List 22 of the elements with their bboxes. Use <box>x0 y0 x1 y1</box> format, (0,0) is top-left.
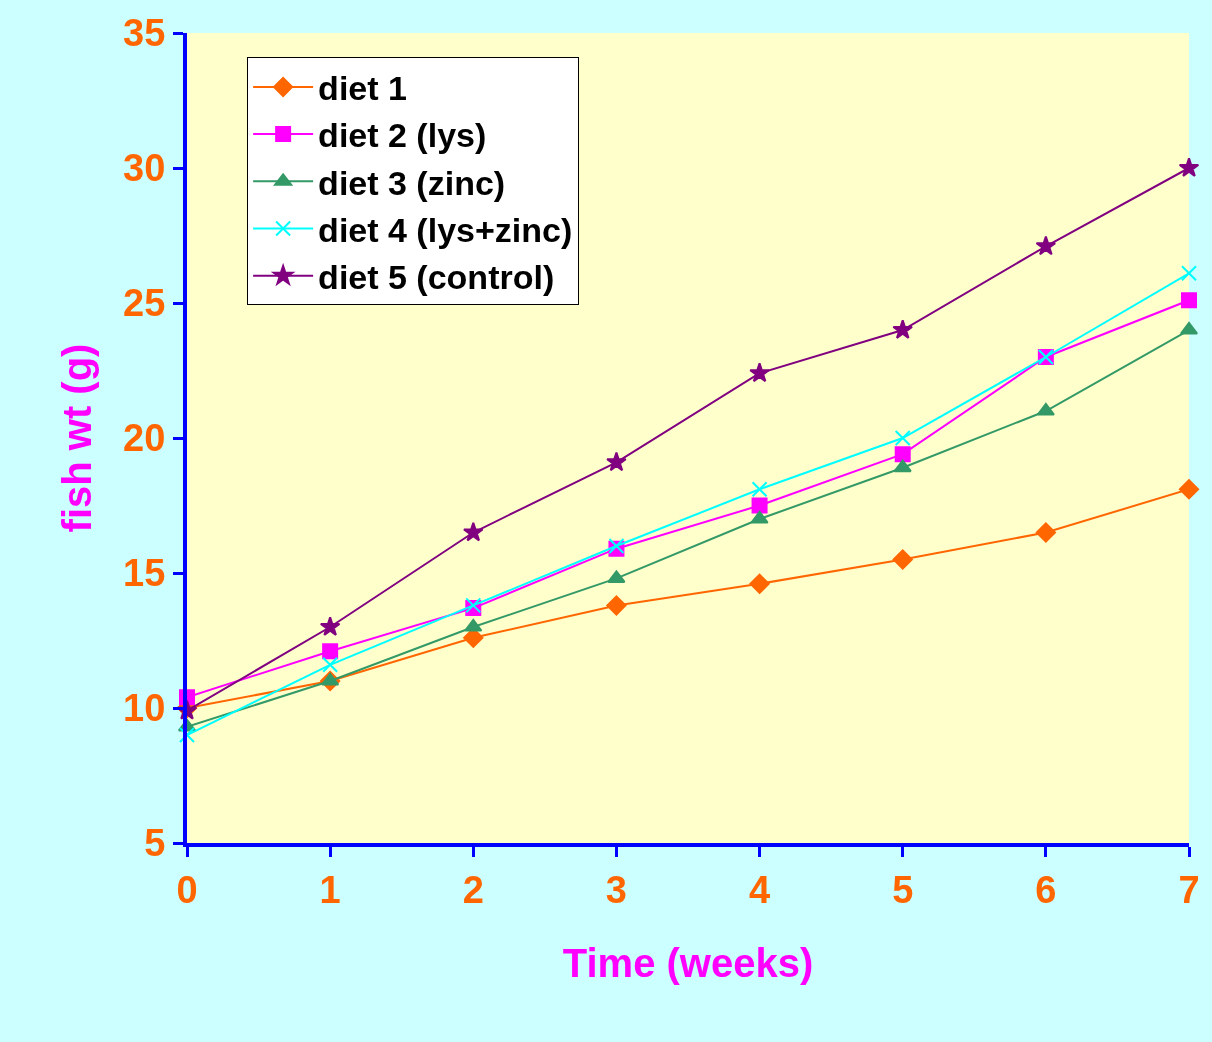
x-tick-label: 1 <box>319 868 341 911</box>
x-axis-title: Time (weeks) <box>562 940 814 985</box>
y-tick-label: 20 <box>123 417 166 460</box>
legend-label: diet 3 (zinc) <box>318 163 506 202</box>
y-tick-label: 35 <box>123 12 166 55</box>
x-tick-label: 7 <box>1178 868 1200 911</box>
y-axis-title: fish wt (g) <box>55 343 100 533</box>
y-tick-label: 10 <box>123 687 166 730</box>
y-tick-label: 15 <box>123 552 166 595</box>
legend-label: diet 4 (lys+zinc) <box>318 210 573 249</box>
x-tick-label: 6 <box>1035 868 1057 911</box>
x-tick-label: 3 <box>605 868 627 911</box>
y-tick-label: 25 <box>123 282 166 325</box>
x-tick-label: 4 <box>749 868 771 911</box>
legend-label: diet 5 (control) <box>318 257 555 296</box>
x-tick-label: 2 <box>462 868 484 911</box>
legend-label: diet 1 <box>318 69 407 108</box>
x-tick-label: 5 <box>892 868 914 911</box>
y-tick-label: 30 <box>123 147 166 190</box>
y-tick-label: 5 <box>144 822 166 865</box>
legend-label: diet 2 (lys) <box>318 116 487 155</box>
x-tick-label: 0 <box>176 868 198 911</box>
